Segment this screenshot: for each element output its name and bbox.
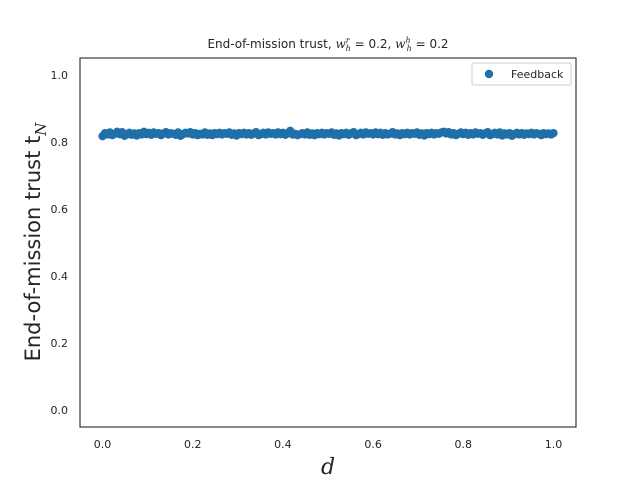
y-tick-label: 0.0: [51, 404, 69, 417]
legend-label: Feedback: [511, 68, 564, 81]
x-tick-label: 1.0: [545, 438, 563, 451]
x-tick-label: 0.2: [184, 438, 202, 451]
y-tick-label: 1.0: [51, 69, 69, 82]
legend-marker: [484, 69, 494, 79]
plot-frame: [79, 57, 577, 428]
title-tail: = 0.2: [412, 37, 449, 51]
title-mid: = 0.2,: [351, 37, 395, 51]
x-tick-label: 0.0: [94, 438, 112, 451]
legend: Feedback: [471, 62, 572, 86]
y-tick-label: 0.4: [51, 270, 69, 283]
x-tick-label: 0.4: [274, 438, 292, 451]
title-w-h: w: [395, 37, 406, 51]
y-tick-labels: 0.0 0.2 0.4 0.6 0.8 1.0: [51, 69, 69, 417]
title-w-h-sub: h: [407, 44, 412, 53]
y-tick-label: 0.8: [51, 136, 69, 149]
y-tick-label: 0.6: [51, 203, 69, 216]
title-w-h-sup: h: [405, 36, 410, 45]
x-tick-labels: 0.0 0.2 0.4 0.6 0.8 1.0: [94, 438, 562, 451]
title-w-r-sup: r: [346, 36, 351, 45]
x-axis-label: d: [321, 455, 335, 480]
y-tick-label: 0.2: [51, 337, 69, 350]
data-point: [549, 128, 558, 138]
y-axis-label-main: End-of-mission trust t: [21, 136, 45, 362]
y-axis-label: End-of-mission trust tN: [21, 122, 50, 362]
y-axis-label-sub: N: [32, 122, 50, 137]
x-tick-label: 0.6: [364, 438, 382, 451]
title-w-r: w: [336, 37, 347, 51]
x-tick-label: 0.8: [455, 438, 473, 451]
legend-box: [471, 62, 572, 86]
title-lead: End-of-mission trust,: [207, 37, 335, 51]
chart-title: End-of-mission trust, wr h = 0.2, wh h = 0…: [207, 36, 448, 53]
title-w-r-sub: h: [346, 44, 351, 53]
points-layer: [98, 126, 558, 141]
